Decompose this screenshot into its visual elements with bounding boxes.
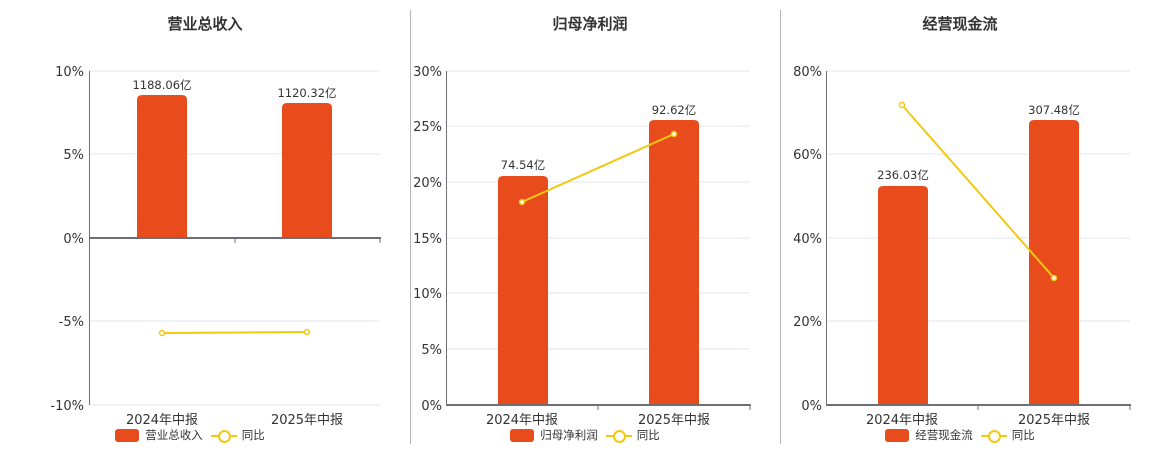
legend-item-bar[interactable]: 经营现金流	[885, 427, 973, 443]
bar-series	[498, 120, 699, 405]
chart-plot-area: 80% 60% 40% 20% 0% 236.03亿 307.48亿 2024年…	[793, 65, 1131, 428]
x-axis-labels: 2024年中报 2025年中报	[126, 413, 343, 428]
line-series-yoy	[158, 328, 311, 337]
bar-2024	[498, 176, 548, 405]
svg-text:15%: 15%	[413, 232, 442, 247]
chart-plot-area: 30% 25% 20% 15% 10% 5% 0% 74.54亿 92.62亿 …	[413, 65, 751, 428]
bar-series	[137, 95, 332, 238]
svg-text:60%: 60%	[793, 148, 822, 163]
svg-text:30%: 30%	[413, 65, 442, 80]
svg-text:5%: 5%	[421, 343, 442, 358]
bar-value-labels: 74.54亿 92.62亿	[501, 103, 696, 172]
bar-swatch-icon	[115, 428, 140, 442]
chart-legend: 营业总收入 同比	[0, 427, 395, 443]
x-axis-labels: 2024年中报 2025年中报	[486, 413, 710, 428]
svg-text:92.62亿: 92.62亿	[652, 103, 696, 117]
x-axis-labels: 2024年中报 2025年中报	[866, 413, 1090, 428]
line-marker-icon	[980, 429, 1007, 443]
svg-text:2025年中报: 2025年中报	[1018, 413, 1090, 428]
chart-panel-operating-cash-flow: 经营现金流 80% 60% 40% 20% 0% 236.03亿 307.48亿	[780, 0, 1160, 450]
bar-series	[878, 120, 1079, 405]
bar-2025	[649, 120, 699, 405]
chart-plot-area: 10% 5% 0% -5% -10% 1188.06亿 1120.32亿	[50, 65, 381, 428]
legend-label: 同比	[636, 428, 660, 442]
chart-legend: 归母净利润 同比	[400, 427, 770, 443]
legend-label: 营业总收入	[145, 428, 203, 442]
chart-title: 营业总收入	[167, 15, 243, 33]
svg-text:20%: 20%	[413, 176, 442, 191]
panel-divider	[410, 10, 411, 444]
svg-text:236.03亿: 236.03亿	[877, 168, 929, 182]
svg-text:25%: 25%	[413, 120, 442, 135]
svg-text:80%: 80%	[793, 65, 822, 80]
legend-label: 归母净利润	[540, 428, 598, 442]
svg-text:2024年中报: 2024年中报	[486, 413, 558, 428]
chart-legend: 经营现金流 同比	[770, 427, 1150, 443]
svg-text:10%: 10%	[413, 287, 442, 302]
svg-text:307.48亿: 307.48亿	[1028, 103, 1080, 117]
line-series-yoy	[898, 101, 1058, 282]
gridlines	[90, 70, 380, 406]
svg-text:5%: 5%	[63, 148, 84, 163]
legend-item-line[interactable]: 同比	[605, 427, 660, 443]
svg-text:1120.32亿: 1120.32亿	[277, 86, 336, 100]
y-axis-ticks: 10% 5% 0% -5% -10%	[50, 65, 84, 414]
gridlines	[447, 70, 750, 350]
svg-text:74.54亿: 74.54亿	[501, 158, 545, 172]
chart-panel-net-profit: 归母净利润 30% 25% 20% 15% 10% 5% 0% 74.54亿	[410, 0, 780, 450]
svg-text:2024年中报: 2024年中报	[866, 413, 938, 428]
y-axis-ticks: 80% 60% 40% 20% 0%	[793, 65, 822, 414]
bar-value-labels: 236.03亿 307.48亿	[877, 103, 1080, 182]
bar-2025	[1029, 120, 1079, 405]
legend-item-line[interactable]: 同比	[210, 427, 265, 443]
y-axis-ticks: 30% 25% 20% 15% 10% 5% 0%	[413, 65, 442, 414]
bar-2024	[878, 186, 928, 405]
bar-swatch-icon	[885, 428, 910, 442]
bar-swatch-icon	[510, 428, 535, 442]
chart-title: 经营现金流	[922, 15, 998, 33]
svg-text:2025年中报: 2025年中报	[638, 413, 710, 428]
svg-text:1188.06亿: 1188.06亿	[132, 78, 191, 92]
bar-value-labels: 1188.06亿 1120.32亿	[132, 78, 336, 100]
svg-text:0%: 0%	[63, 232, 84, 247]
legend-item-bar[interactable]: 营业总收入	[115, 427, 203, 443]
gridlines	[827, 70, 1130, 322]
line-marker-icon	[210, 429, 237, 443]
chart-panel-revenue: 营业总收入 10% 5% 0% -5% -10% 1188.06亿	[0, 0, 410, 450]
svg-text:20%: 20%	[793, 315, 822, 330]
legend-label: 同比	[241, 428, 265, 442]
svg-text:10%: 10%	[55, 65, 84, 80]
svg-text:2025年中报: 2025年中报	[271, 413, 343, 428]
legend-item-line[interactable]: 同比	[980, 427, 1035, 443]
svg-text:-5%: -5%	[59, 315, 84, 330]
legend-label: 经营现金流	[915, 428, 973, 442]
svg-text:40%: 40%	[793, 232, 822, 247]
chart-title: 归母净利润	[552, 15, 628, 33]
svg-text:-10%: -10%	[50, 399, 84, 414]
line-marker-icon	[605, 429, 632, 443]
line-series-yoy	[518, 130, 678, 206]
svg-text:0%: 0%	[421, 399, 442, 414]
bar-2024	[137, 95, 187, 238]
svg-text:2024年中报: 2024年中报	[126, 413, 198, 428]
panel-divider	[780, 10, 781, 444]
bar-2025	[282, 103, 332, 238]
legend-item-bar[interactable]: 归母净利润	[510, 427, 598, 443]
legend-label: 同比	[1011, 428, 1035, 442]
svg-text:0%: 0%	[801, 399, 822, 414]
